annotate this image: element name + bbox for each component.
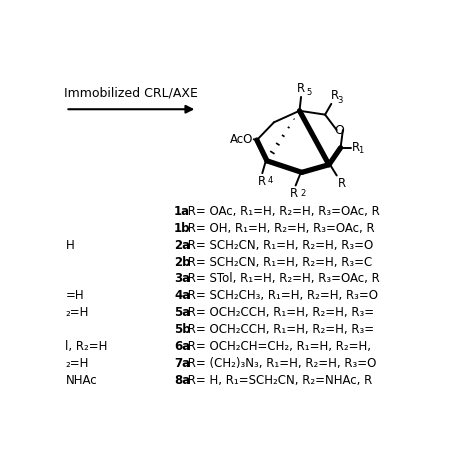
Text: 7a: 7a — [174, 357, 190, 370]
Text: R= OCH₂CCH, R₁=H, R₂=H, R₃=: R= OCH₂CCH, R₁=H, R₂=H, R₃= — [183, 306, 374, 319]
Text: O: O — [334, 124, 344, 137]
Text: 2: 2 — [300, 189, 306, 198]
Text: R= OAc, R₁=H, R₂=H, R₃=OAc, R: R= OAc, R₁=H, R₂=H, R₃=OAc, R — [183, 205, 379, 218]
Text: 1: 1 — [358, 146, 364, 155]
Text: 4: 4 — [268, 176, 273, 185]
Text: R: R — [337, 177, 346, 190]
Text: l, R₂=H: l, R₂=H — [65, 340, 108, 353]
Text: R= OCH₂CCH, R₁=H, R₂=H, R₃=: R= OCH₂CCH, R₁=H, R₂=H, R₃= — [183, 323, 374, 336]
Text: 6a: 6a — [174, 340, 190, 353]
Text: R= (CH₂)₃N₃, R₁=H, R₂=H, R₃=O: R= (CH₂)₃N₃, R₁=H, R₂=H, R₃=O — [183, 357, 376, 370]
Text: R: R — [331, 89, 339, 102]
Text: 4a: 4a — [174, 290, 190, 302]
Text: 8a: 8a — [174, 374, 190, 387]
Text: ₂=H: ₂=H — [65, 357, 89, 370]
Text: 5b: 5b — [174, 323, 191, 336]
Text: R= OCH₂CH=CH₂, R₁=H, R₂=H,: R= OCH₂CH=CH₂, R₁=H, R₂=H, — [183, 340, 371, 353]
Text: 5: 5 — [307, 88, 312, 97]
Text: AcO: AcO — [229, 133, 253, 146]
Text: R: R — [297, 82, 305, 95]
Text: R: R — [258, 175, 266, 188]
Text: =H: =H — [65, 290, 84, 302]
Text: ₂=H: ₂=H — [65, 306, 89, 319]
Text: R= SCH₂CN, R₁=H, R₂=H, R₃=O: R= SCH₂CN, R₁=H, R₂=H, R₃=O — [183, 238, 373, 252]
Text: R= H, R₁=SCH₂CN, R₂=NHAc, R: R= H, R₁=SCH₂CN, R₂=NHAc, R — [183, 374, 372, 387]
Text: 5a: 5a — [174, 306, 190, 319]
Text: R= SCH₂CN, R₁=H, R₂=H, R₃=C: R= SCH₂CN, R₁=H, R₂=H, R₃=C — [183, 255, 372, 269]
Text: H: H — [65, 238, 74, 252]
Text: 1b: 1b — [174, 222, 191, 235]
Text: R= STol, R₁=H, R₂=H, R₃=OAc, R: R= STol, R₁=H, R₂=H, R₃=OAc, R — [183, 273, 379, 285]
Text: 1a: 1a — [174, 205, 190, 218]
Text: 3a: 3a — [174, 273, 190, 285]
Text: 2a: 2a — [174, 238, 190, 252]
Text: R: R — [352, 141, 360, 154]
Text: NHAc: NHAc — [65, 374, 97, 387]
Text: 2b: 2b — [174, 255, 191, 269]
Text: R: R — [290, 187, 298, 200]
Text: Immobilized CRL/AXE: Immobilized CRL/AXE — [64, 86, 198, 99]
Text: 3: 3 — [337, 96, 343, 105]
Text: R= OH, R₁=H, R₂=H, R₃=OAc, R: R= OH, R₁=H, R₂=H, R₃=OAc, R — [183, 222, 374, 235]
Text: R= SCH₂CH₃, R₁=H, R₂=H, R₃=O: R= SCH₂CH₃, R₁=H, R₂=H, R₃=O — [183, 290, 378, 302]
